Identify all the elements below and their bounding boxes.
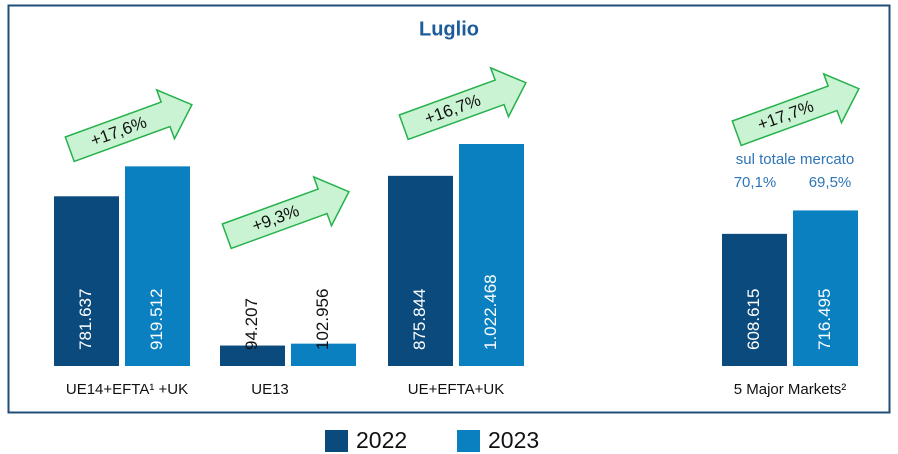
value-label: 102.956 [313,289,332,350]
bar [125,166,190,366]
bar [291,343,356,366]
bar [459,144,524,366]
share-value: 70,1% [734,174,777,191]
x-tick-label: UE+EFTA+UK [408,381,504,398]
x-tick-label: 5 Major Markets² [734,381,847,398]
bar [54,196,119,366]
x-tick-label: UE13 [251,381,289,398]
x-tick-label: UE14+EFTA¹ +UK [66,381,188,398]
legend-swatch [457,430,480,452]
arrow-shape [731,72,860,147]
legend-label: 2022 [356,427,407,453]
bar [388,175,453,366]
value-label: 781.637 [76,289,95,350]
share-value: 69,5% [809,174,852,191]
arrow-shape [64,88,193,163]
legend-swatch [325,430,348,452]
bar [722,233,787,366]
value-label: 875.844 [410,289,429,350]
value-label: 716.495 [815,289,834,350]
arrow-shape [221,175,350,250]
value-label: 608.615 [744,289,763,350]
share-note: sul totale mercato [736,151,854,168]
bar [220,345,285,366]
arrow-shape [398,66,527,141]
chart-title: Luglio [419,18,479,40]
bar [793,210,858,366]
value-label: 919.512 [147,289,166,350]
value-label: 1.022.468 [481,274,500,350]
legend-label: 2023 [488,427,539,453]
value-label: 94.207 [242,298,261,350]
